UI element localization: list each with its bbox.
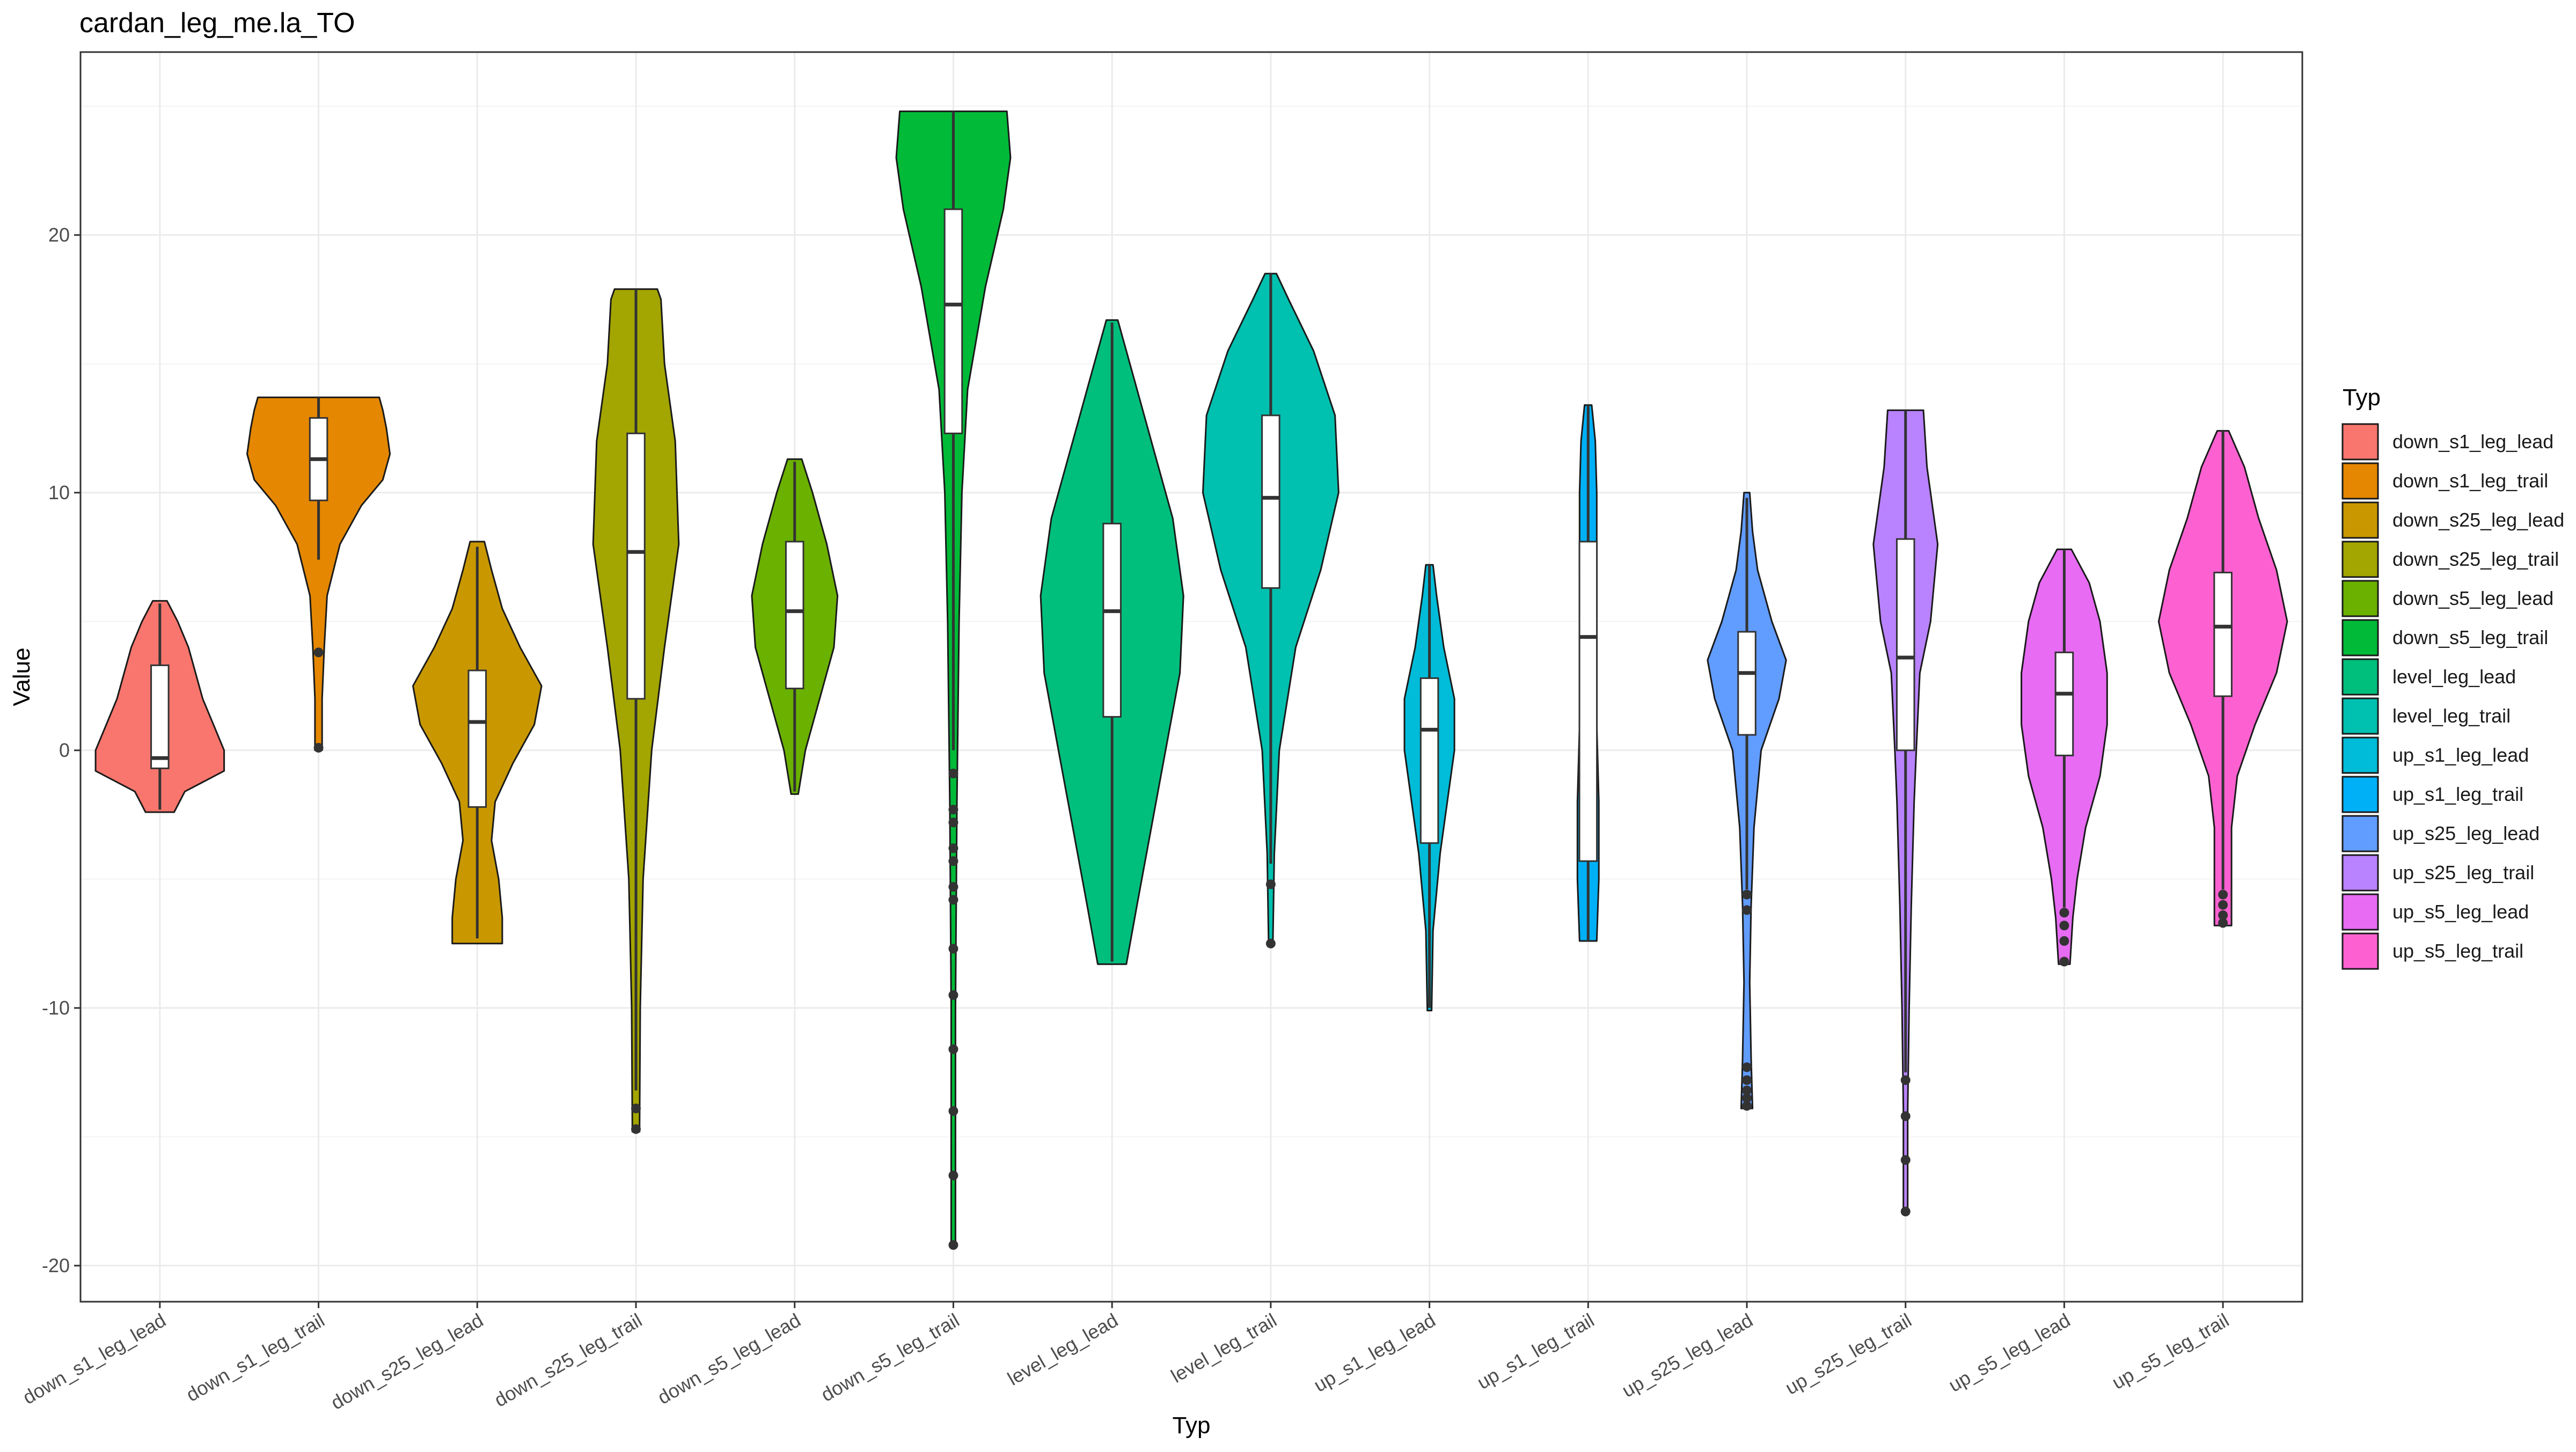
outlier-point xyxy=(948,1240,958,1250)
outlier-point xyxy=(1742,1093,1752,1103)
box-up_s1_leg_trail xyxy=(1578,541,1598,862)
outlier-point xyxy=(2218,900,2228,910)
violin-down_s1_leg_trail xyxy=(246,396,391,751)
outlier-point xyxy=(948,856,958,866)
legend-key xyxy=(2341,541,2379,578)
legend-key xyxy=(2341,697,2379,735)
y-axis: -20 -10 0 10 20 xyxy=(42,224,80,1276)
legend-key xyxy=(2341,776,2379,813)
legend-label: up_s25_leg_lead xyxy=(2392,822,2540,844)
outlier-point xyxy=(2218,918,2228,928)
legend-label: down_s1_leg_lead xyxy=(2392,431,2553,453)
legend-key xyxy=(2341,932,2379,970)
outlier-point xyxy=(948,895,958,905)
legend-label: down_s5_leg_trail xyxy=(2392,626,2548,648)
outlier-point xyxy=(948,843,958,853)
outlier-point xyxy=(948,1170,958,1180)
outlier-point xyxy=(948,944,958,954)
outlier-point xyxy=(948,769,958,778)
legend-label: down_s1_leg_trail xyxy=(2392,470,2548,492)
outlier-point xyxy=(1265,938,1276,948)
outlier-point xyxy=(948,990,958,1000)
panel-border xyxy=(79,51,2303,1303)
legend-label: up_s5_leg_trail xyxy=(2392,940,2523,962)
box-up_s25_leg_trail xyxy=(1896,538,1915,751)
outlier-point xyxy=(1742,1075,1752,1085)
outlier-point xyxy=(1900,1207,1911,1216)
legend-label: up_s5_leg_lead xyxy=(2392,901,2529,923)
box-down_s25_leg_lead xyxy=(467,669,487,808)
outlier-point xyxy=(2059,936,2069,946)
legend-key xyxy=(2341,423,2379,461)
legend-key xyxy=(2341,619,2379,656)
legend-key xyxy=(2341,462,2379,500)
legend-label: down_s5_leg_lead xyxy=(2392,587,2553,609)
outlier-point xyxy=(1900,1075,1911,1085)
outlier-point xyxy=(2218,910,2228,920)
legend-label: level_leg_lead xyxy=(2392,666,2516,688)
outlier-point xyxy=(948,805,958,815)
legend-label: down_s25_leg_lead xyxy=(2392,509,2564,531)
y-axis-title: Value xyxy=(9,647,35,706)
outlier-point xyxy=(1742,889,1752,900)
box-down_s5_leg_trail xyxy=(943,208,963,434)
legend-label: level_leg_trail xyxy=(2392,705,2511,727)
legend: Typ down_s1_leg_lead down_s1_leg_traildow… xyxy=(2341,384,2564,970)
outlier-point xyxy=(1742,1062,1752,1072)
outlier-point xyxy=(313,647,324,658)
outlier-point xyxy=(1742,905,1752,915)
outlier-point xyxy=(1742,1085,1752,1096)
outlier-point xyxy=(948,1044,958,1054)
outlier-point xyxy=(948,818,958,828)
outlier-point xyxy=(2218,889,2228,900)
legend-title: Typ xyxy=(2343,384,2381,411)
legend-key xyxy=(2341,658,2379,696)
box-up_s25_leg_lead xyxy=(1737,631,1757,736)
box-down_s5_leg_lead xyxy=(785,541,804,690)
outlier-point xyxy=(948,1106,958,1116)
outlier-point xyxy=(1900,1111,1911,1121)
y-tick-label: 0 xyxy=(59,739,70,761)
y-tick-label: -20 xyxy=(42,1254,70,1276)
x-axis-title: Typ xyxy=(1173,1412,1211,1439)
outlier-point xyxy=(631,1124,641,1134)
legend-key xyxy=(2341,893,2379,931)
box-up_s1_leg_lead xyxy=(1419,677,1439,844)
outlier-point xyxy=(2059,921,2069,931)
outlier-point xyxy=(948,882,958,892)
y-tick-label: -10 xyxy=(42,997,70,1019)
box-level_leg_trail xyxy=(1261,414,1280,589)
legend-key xyxy=(2341,854,2379,892)
box-up_s5_leg_trail xyxy=(2213,572,2233,697)
box-level_leg_lead xyxy=(1102,522,1122,718)
outlier-point xyxy=(2059,957,2069,967)
y-tick-label: 10 xyxy=(48,481,70,504)
legend-key xyxy=(2341,736,2379,774)
legend-label: up_s25_leg_trail xyxy=(2392,862,2534,884)
outlier-point xyxy=(313,743,324,753)
y-tick-label: 20 xyxy=(48,224,70,246)
legend-label: down_s25_leg_trail xyxy=(2392,548,2559,570)
box-down_s1_leg_lead xyxy=(150,664,170,769)
legend-label: up_s1_leg_trail xyxy=(2392,783,2523,805)
legend-key xyxy=(2341,815,2379,852)
box-up_s5_leg_lead xyxy=(2054,651,2074,756)
outlier-point xyxy=(2059,908,2069,918)
outlier-layer xyxy=(313,647,2228,1250)
legend-label: up_s1_leg_lead xyxy=(2392,744,2529,766)
box-down_s25_leg_trail xyxy=(626,432,646,700)
outlier-point xyxy=(1265,879,1276,889)
outlier-point xyxy=(631,1104,641,1113)
box-layer xyxy=(150,111,2233,1091)
outlier-point xyxy=(1742,1101,1752,1111)
outlier-point xyxy=(1900,1155,1911,1165)
chart-title: cardan_leg_me.la_TO xyxy=(79,8,355,39)
legend-key xyxy=(2341,580,2379,617)
legend-key xyxy=(2341,501,2379,539)
